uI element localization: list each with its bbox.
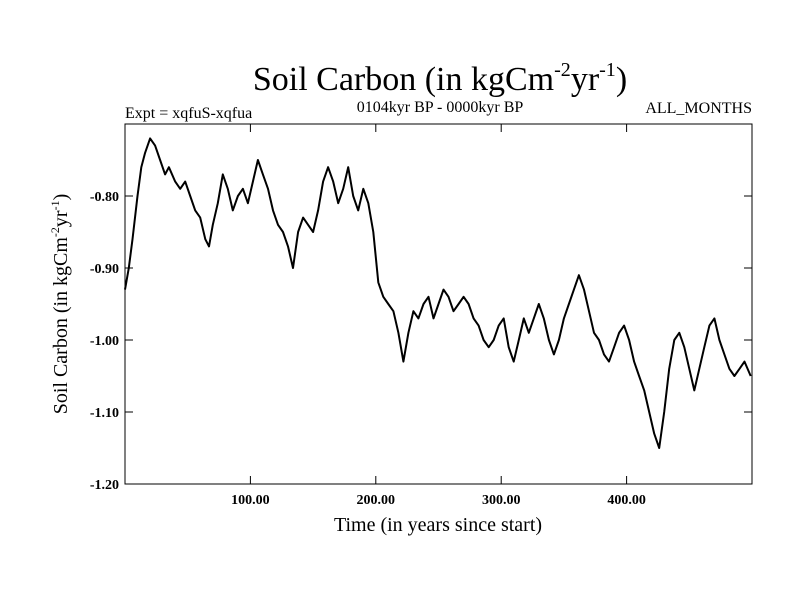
- x-tick-label: 400.00: [607, 493, 646, 508]
- months-label: ALL_MONTHS: [645, 100, 752, 117]
- experiment-label: Expt = xqfuS-xqfua: [125, 105, 252, 122]
- time-range-label: 0104kyr BP - 0000kyr BP: [357, 99, 524, 116]
- y-axis-label: Soil Carbon (in kgCm-2yr-1): [48, 194, 72, 415]
- y-axis-ticks: -0.80 -0.90 -1.00 -1.10 -1.20: [90, 190, 752, 493]
- y-tick-label: -1.10: [90, 406, 119, 421]
- y-tick-label: -0.90: [90, 262, 119, 277]
- x-tick-label: 200.00: [357, 493, 396, 508]
- soil-carbon-series-line: [124, 137, 752, 449]
- x-tick-label: 100.00: [231, 493, 270, 508]
- x-axis-ticks: 100.00 200.00 300.00 400.00: [231, 124, 646, 508]
- plot-frame: [124, 123, 753, 485]
- x-axis-label: Time (in years since start): [334, 514, 542, 536]
- y-tick-label: -1.20: [90, 478, 119, 493]
- y-tick-label: -0.80: [90, 190, 119, 205]
- y-tick-label: -1.00: [90, 334, 119, 349]
- x-tick-label: 300.00: [482, 493, 521, 508]
- chart-title: Soil Carbon (in kgCm-2yr-1): [253, 59, 627, 98]
